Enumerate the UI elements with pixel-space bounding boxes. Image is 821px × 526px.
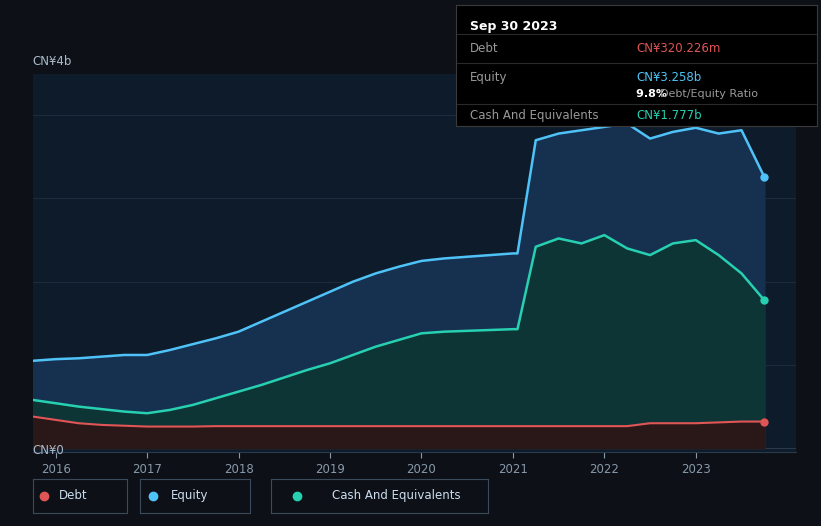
Text: CN¥3.258b: CN¥3.258b bbox=[636, 72, 701, 84]
Text: Equity: Equity bbox=[470, 72, 507, 84]
Text: Debt: Debt bbox=[59, 489, 88, 502]
Text: Cash And Equivalents: Cash And Equivalents bbox=[470, 109, 599, 122]
Text: CN¥320.226m: CN¥320.226m bbox=[636, 42, 721, 55]
Text: Cash And Equivalents: Cash And Equivalents bbox=[332, 489, 461, 502]
Text: Sep 30 2023: Sep 30 2023 bbox=[470, 20, 557, 33]
Text: Debt: Debt bbox=[470, 42, 498, 55]
Text: Equity: Equity bbox=[171, 489, 208, 502]
Text: CN¥4b: CN¥4b bbox=[33, 55, 72, 68]
Text: CN¥1.777b: CN¥1.777b bbox=[636, 109, 702, 122]
Text: Debt/Equity Ratio: Debt/Equity Ratio bbox=[660, 88, 758, 98]
Text: CN¥0: CN¥0 bbox=[33, 444, 65, 458]
Text: 9.8%: 9.8% bbox=[636, 88, 671, 98]
